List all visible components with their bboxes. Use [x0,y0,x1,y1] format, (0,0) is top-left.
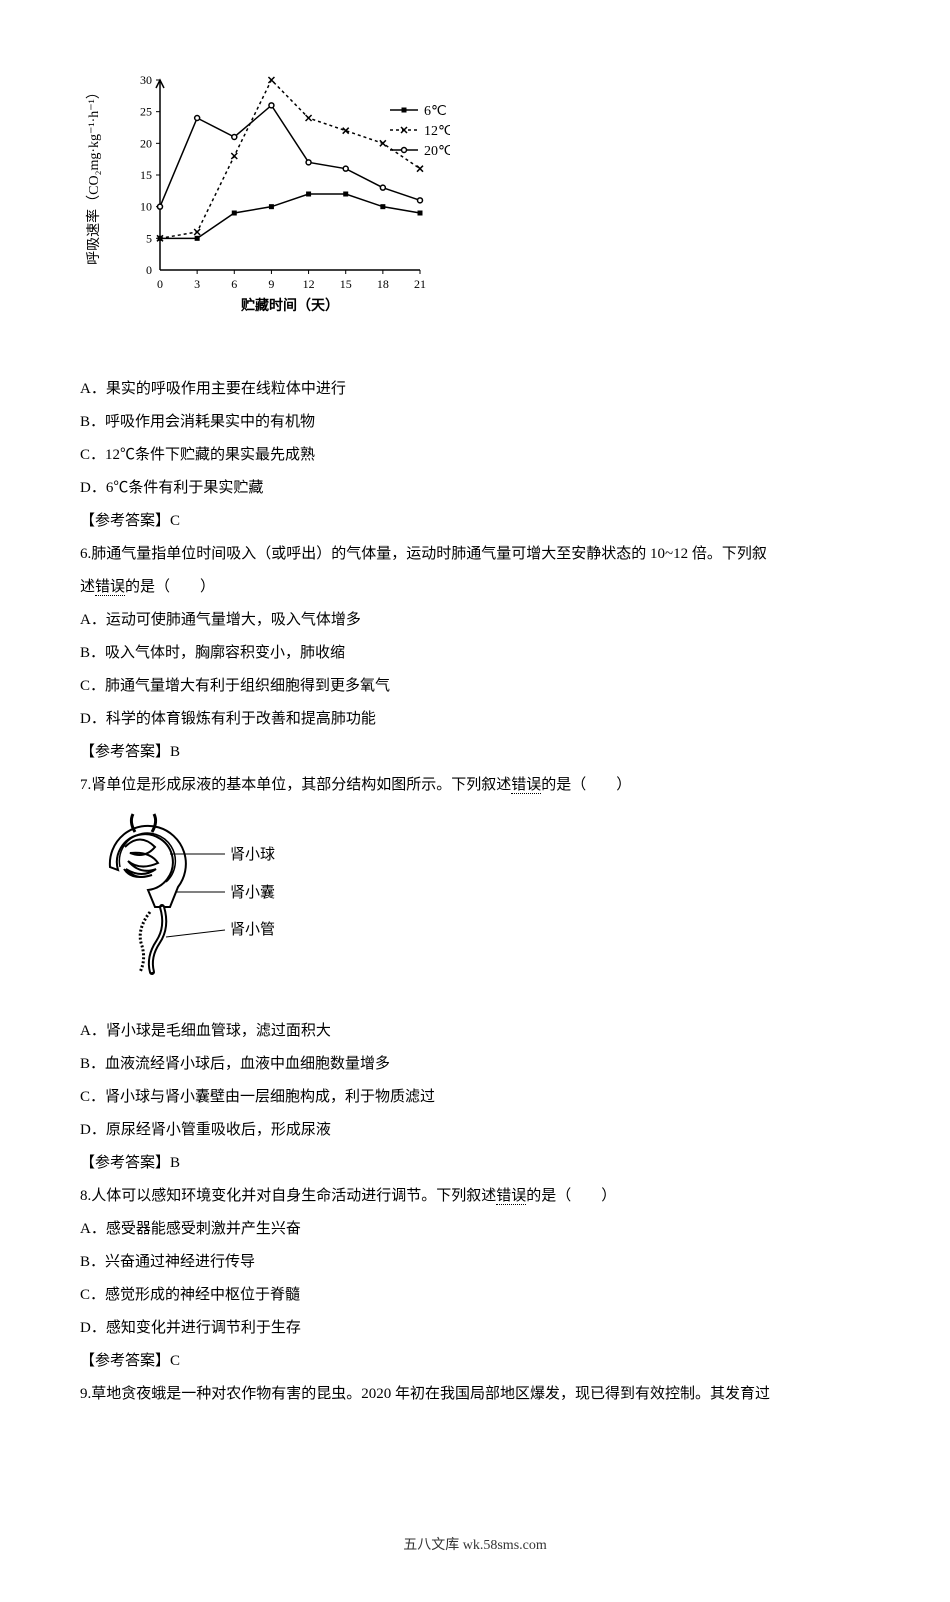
chart-svg: 0 5 10 15 20 25 30 0 3 6 9 12 15 18 21 呼吸速率（CO₂mg·kg⁻¹·… [80,70,450,330]
q7-option-d: D．原尿经肾小管重吸收后，形成尿液 [80,1114,870,1147]
q6-options-2: C．肺通气量增大有利于组织细胞得到更多氧气 D．科学的体育锻炼有利于改善和提高肺… [80,670,870,736]
svg-text:18: 18 [377,277,389,291]
svg-text:15: 15 [340,277,352,291]
svg-text:20℃: 20℃ [424,144,450,159]
q5-options: A．果实的呼吸作用主要在线粒体中进行 B．呼吸作用会消耗果实中的有机物 [80,373,870,439]
svg-text:0: 0 [146,263,152,277]
svg-text:6℃: 6℃ [424,104,447,119]
q6-stem-line2: 述错误的是（ ） [80,571,870,604]
q7-option-b: B．血液流经肾小球后，血液中血细胞数量增多 [80,1048,870,1081]
q7-stem-pre: 7.肾单位是形成尿液的基本单位，其部分结构如图所示。下列叙述 [80,777,511,793]
q8-option-b: B．兴奋通过神经进行传导 [80,1246,480,1279]
q5-option-c: C．12℃条件下贮藏的果实最先成熟 [80,439,480,472]
svg-text:贮藏时间（天）: 贮藏时间（天） [240,297,339,314]
q8-options-2: C．感觉形成的神经中枢位于脊髓 D．感知变化并进行调节利于生存 [80,1279,870,1345]
q7-stem-err: 错误 [511,777,541,794]
svg-text:肾小管: 肾小管 [230,921,275,938]
q6-option-c: C．肺通气量增大有利于组织细胞得到更多氧气 [80,670,480,703]
q6-stem2-pre: 述 [80,579,95,595]
q6-options: A．运动可使肺通气量增大，吸入气体增多 B．吸入气体时，胸廓容积变小，肺收缩 [80,604,870,670]
nephron-diagram: 肾小球肾小囊肾小管 [80,812,310,995]
svg-text:10: 10 [140,200,152,214]
q7-option-a: A．肾小球是毛细血管球，滤过面积大 [80,1015,870,1048]
q8-stem-err: 错误 [496,1188,526,1205]
q5-option-d: D．6℃条件有利于果实贮藏 [80,472,480,505]
svg-text:25: 25 [140,105,152,119]
svg-text:5: 5 [146,231,152,245]
svg-text:9: 9 [268,277,274,291]
q7-answer: 【参考答案】B [80,1147,870,1180]
nephron-svg: 肾小球肾小囊肾小管 [80,812,310,982]
q8-option-a: A．感受器能感受刺激并产生兴奋 [80,1213,480,1246]
q6-option-a: A．运动可使肺通气量增大，吸入气体增多 [80,604,480,637]
q7-option-c: C．肾小球与肾小囊壁由一层细胞构成，利于物质滤过 [80,1081,870,1114]
svg-text:30: 30 [140,73,152,87]
svg-text:15: 15 [140,168,152,182]
svg-text:6: 6 [231,277,237,291]
q8-option-c: C．感觉形成的神经中枢位于脊髓 [80,1279,480,1312]
q8-stem-pre: 8.人体可以感知环境变化并对自身生命活动进行调节。下列叙述 [80,1188,496,1204]
q8-options: A．感受器能感受刺激并产生兴奋 B．兴奋通过神经进行传导 [80,1213,870,1279]
q7-stem-post: 的是（ ） [541,777,631,793]
q8-stem: 8.人体可以感知环境变化并对自身生命活动进行调节。下列叙述错误的是（ ） [80,1180,870,1213]
q5-option-a: A．果实的呼吸作用主要在线粒体中进行 [80,373,480,406]
q8-stem-post: 的是（ ） [526,1188,616,1204]
q6-stem2-err: 错误 [95,579,125,596]
q6-stem2-post: 的是（ ） [125,579,215,595]
svg-text:0: 0 [157,277,163,291]
page-footer: 五八文库 wk.58sms.com [80,1531,870,1562]
svg-text:3: 3 [194,277,200,291]
q7-stem: 7.肾单位是形成尿液的基本单位，其部分结构如图所示。下列叙述错误的是（ ） [80,769,870,802]
q6-option-d: D．科学的体育锻炼有利于改善和提高肺功能 [80,703,480,736]
q6-option-b: B．吸入气体时，胸廓容积变小，肺收缩 [80,637,480,670]
svg-text:肾小球: 肾小球 [230,846,275,863]
q9-stem: 9.草地贪夜蛾是一种对农作物有害的昆虫。2020 年初在我国局部地区爆发，现已得… [80,1378,870,1411]
svg-text:21: 21 [414,277,426,291]
q5-options-2: C．12℃条件下贮藏的果实最先成熟 D．6℃条件有利于果实贮藏 [80,439,870,505]
q8-answer: 【参考答案】C [80,1345,870,1378]
svg-text:12℃: 12℃ [424,124,450,139]
q6-answer: 【参考答案】B [80,736,870,769]
respiration-chart: 0 5 10 15 20 25 30 0 3 6 9 12 15 18 21 呼吸速率（CO₂mg·kg⁻¹·… [80,70,450,343]
q6-stem-line1: 6.肺通气量指单位时间吸入（或呼出）的气体量，运动时肺通气量可增大至安静状态的 … [80,538,870,571]
svg-text:12: 12 [303,277,315,291]
q5-answer: 【参考答案】C [80,505,870,538]
svg-text:呼吸速率（CO₂mg·kg⁻¹·h⁻¹）: 呼吸速率（CO₂mg·kg⁻¹·h⁻¹） [85,85,102,265]
q5-option-b: B．呼吸作用会消耗果实中的有机物 [80,406,480,439]
q8-option-d: D．感知变化并进行调节利于生存 [80,1312,480,1345]
svg-text:20: 20 [140,136,152,150]
svg-text:肾小囊: 肾小囊 [230,884,275,901]
